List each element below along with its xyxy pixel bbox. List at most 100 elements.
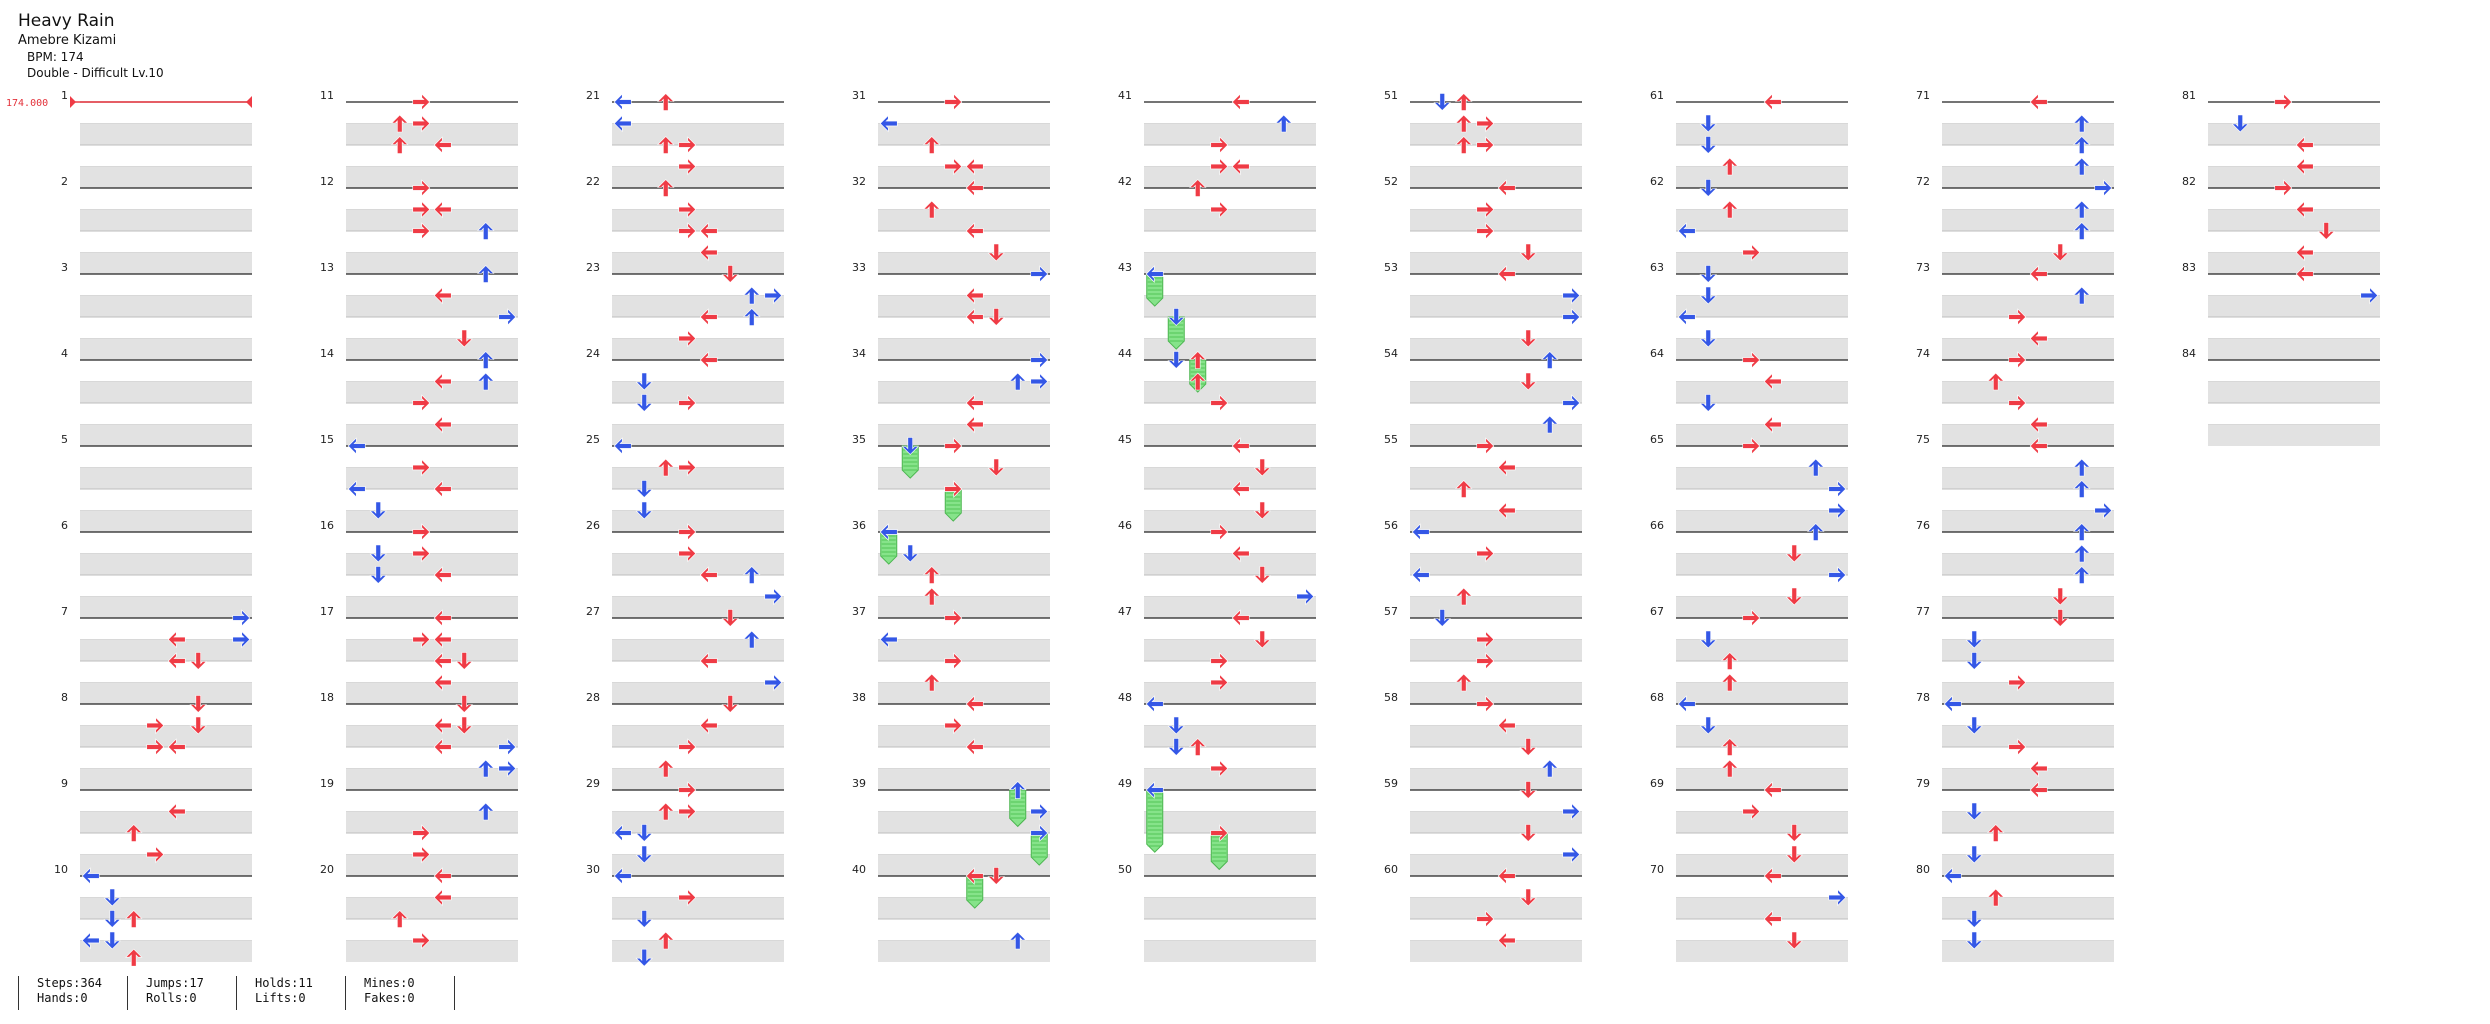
- measure-stripe: [1410, 381, 1582, 403]
- measure-stripe: [1676, 166, 1848, 188]
- arrow-left-icon: [1145, 265, 1164, 283]
- arrow-left-icon: [879, 523, 898, 541]
- arrow-right-icon: [498, 738, 517, 756]
- measure-number: 2: [61, 175, 68, 188]
- arrow-up-icon: [477, 222, 495, 240]
- measure-stripe: [1410, 768, 1582, 790]
- bpm-tick-left: [70, 96, 76, 108]
- stat-mines: Mines:0: [364, 976, 415, 990]
- arrow-right-icon: [1476, 630, 1495, 649]
- arrow-left-icon: [347, 480, 366, 498]
- arrow-left-icon: [433, 136, 452, 154]
- arrow-left-icon: [433, 673, 452, 692]
- arrow-right-icon: [678, 738, 697, 756]
- measure-stripe: [612, 510, 784, 532]
- arrow-up-icon: [477, 802, 495, 821]
- arrow-down-icon: [2231, 114, 2249, 133]
- measure-stripe: [1144, 338, 1316, 360]
- measure-stripe: [80, 252, 252, 274]
- arrow-right-icon: [2008, 394, 2027, 412]
- arrow-left-icon: [1677, 308, 1696, 326]
- arrow-left-icon: [613, 824, 632, 842]
- stat-jumps: Jumps:17: [146, 976, 204, 990]
- measure-stripe: [878, 725, 1050, 747]
- measure-stripe: [1942, 424, 2114, 446]
- measure-stripe: [612, 725, 784, 747]
- arrow-right-icon: [944, 157, 963, 176]
- measure-number: 77: [1916, 605, 1930, 618]
- arrow-right-icon: [2274, 93, 2293, 111]
- arrow-right-icon: [944, 93, 963, 111]
- measure-number: 54: [1384, 347, 1398, 360]
- arrow-left-icon: [1497, 458, 1516, 477]
- arrow-up-icon: [125, 824, 143, 842]
- arrow-up-icon: [391, 136, 409, 154]
- arrow-down-icon: [1519, 243, 1537, 262]
- measure-number: 32: [852, 175, 866, 188]
- arrow-right-icon: [678, 781, 697, 799]
- arrow-down-icon: [1699, 286, 1717, 305]
- arrow-left-icon: [1763, 372, 1782, 391]
- arrow-left-icon: [1943, 695, 1962, 713]
- arrow-right-icon: [678, 544, 697, 563]
- arrow-down-icon: [455, 716, 473, 735]
- arrow-up-icon: [1721, 759, 1739, 778]
- measure-stripe: [612, 639, 784, 661]
- arrow-up-icon: [1009, 781, 1027, 799]
- measure-number: 64: [1650, 347, 1664, 360]
- measure-stripe: [612, 854, 784, 876]
- arrow-right-icon: [944, 716, 963, 735]
- measure-stripe: [1144, 467, 1316, 489]
- arrow-right-icon: [678, 458, 697, 477]
- arrow-left-icon: [1763, 781, 1782, 799]
- measure-stripe: [612, 338, 784, 360]
- arrow-left-icon: [1231, 157, 1250, 176]
- arrow-down-icon: [1433, 93, 1451, 111]
- arrow-down-icon: [1519, 738, 1537, 756]
- arrow-down-icon: [1167, 738, 1185, 756]
- arrow-up-icon: [923, 673, 941, 692]
- measure-stripe: [2208, 252, 2380, 274]
- arrow-right-icon: [232, 609, 251, 627]
- measure-number: 74: [1916, 347, 1930, 360]
- measure-number: 6: [61, 519, 68, 532]
- measure-number: 59: [1384, 777, 1398, 790]
- arrow-down-icon: [369, 501, 387, 520]
- song-title: Heavy Rain: [18, 11, 115, 31]
- measure-stripe: [1144, 424, 1316, 446]
- arrow-down-icon: [1167, 308, 1185, 326]
- arrow-left-icon: [699, 308, 718, 326]
- measure-stripe: [1410, 596, 1582, 618]
- measure-stripe: [1942, 682, 2114, 704]
- measure-stripe: [878, 338, 1050, 360]
- arrow-up-icon: [743, 308, 761, 326]
- measure-stripe: [346, 854, 518, 876]
- arrow-right-icon: [944, 609, 963, 627]
- measure-number: 79: [1916, 777, 1930, 790]
- arrow-left-icon: [167, 652, 186, 670]
- arrow-left-icon: [1231, 480, 1250, 498]
- arrow-right-icon: [1562, 802, 1581, 821]
- arrow-right-icon: [412, 845, 431, 864]
- stat-holds-lifts: Holds:11 Lifts:0: [236, 976, 345, 1010]
- arrow-down-icon: [455, 695, 473, 713]
- measure-stripe: [878, 295, 1050, 317]
- arrow-up-icon: [1455, 114, 1473, 133]
- arrow-right-icon: [1030, 824, 1049, 842]
- arrow-up-icon: [2073, 286, 2091, 305]
- arrow-left-icon: [1497, 179, 1516, 197]
- arrow-left-icon: [879, 630, 898, 649]
- arrow-right-icon: [1828, 566, 1847, 584]
- arrow-left-icon: [81, 867, 100, 885]
- measure-stripe: [346, 897, 518, 919]
- arrow-left-icon: [433, 200, 452, 219]
- measure-stripe: [878, 682, 1050, 704]
- measure-stripe: [1942, 209, 2114, 231]
- measure-number: 16: [320, 519, 334, 532]
- arrow-up-icon: [391, 910, 409, 928]
- measure-stripe: [1942, 639, 2114, 661]
- arrow-right-icon: [1210, 157, 1229, 176]
- measure-number: 24: [586, 347, 600, 360]
- measure-stripe: [80, 639, 252, 661]
- arrow-right-icon: [678, 802, 697, 821]
